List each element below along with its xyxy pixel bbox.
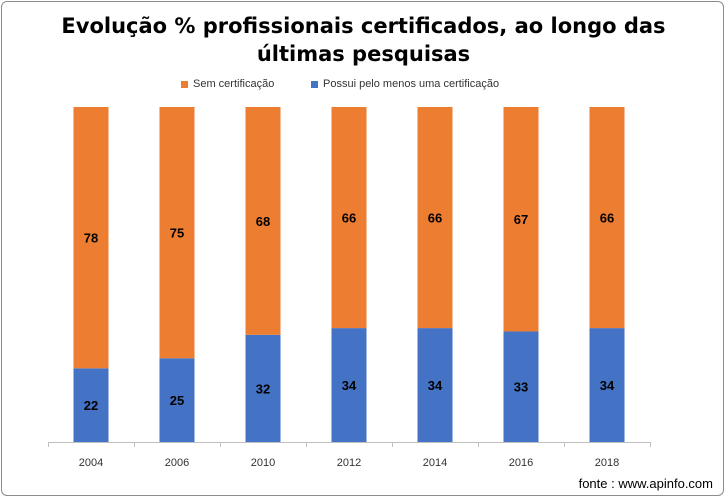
- data-label-sem-certificacao-2014: 66: [428, 211, 442, 226]
- data-label-possui-pelo-menos-uma-certificacao-2018: 34: [600, 378, 615, 393]
- data-label-sem-certificacao-2016: 67: [514, 212, 528, 227]
- bar-sem-certificacao-2004: [73, 107, 109, 369]
- bar-possui-pelo-menos-uma-certificacao-2006: [159, 358, 195, 442]
- legend-swatch-blue: [311, 80, 318, 88]
- x-tick-label-2010: 2010: [251, 457, 275, 469]
- data-label-possui-pelo-menos-uma-certificacao-2014: 34: [428, 378, 443, 393]
- data-label-sem-certificacao-2018: 66: [600, 211, 614, 226]
- legend: Sem certificação Possui pelo menos uma c…: [0, 78, 727, 94]
- bar-possui-pelo-menos-uma-certificacao-2018: [589, 328, 625, 442]
- bar-sem-certificacao-2018: [589, 107, 625, 329]
- legend-label-possui-certificacao: Possui pelo menos uma certificação: [323, 78, 500, 90]
- x-tick-label-2014: 2014: [423, 457, 447, 469]
- data-label-sem-certificacao-2004: 78: [84, 231, 98, 246]
- bar-sem-certificacao-2006: [159, 107, 195, 359]
- bar-sem-certificacao-2014: [417, 107, 453, 329]
- data-label-possui-pelo-menos-uma-certificacao-2004: 22: [84, 398, 98, 413]
- x-tick-label-2006: 2006: [165, 457, 189, 469]
- bar-possui-pelo-menos-uma-certificacao-2012: [331, 328, 367, 442]
- data-label-possui-pelo-menos-uma-certificacao-2016: 33: [514, 380, 528, 395]
- data-label-sem-certificacao-2012: 66: [342, 211, 356, 226]
- bar-sem-certificacao-2010: [245, 107, 281, 335]
- x-tick-label-2004: 2004: [79, 457, 103, 469]
- x-tick-label-2012: 2012: [337, 457, 361, 469]
- data-label-possui-pelo-menos-uma-certificacao-2012: 34: [342, 378, 357, 393]
- source-note: fonte : www.apinfo.com: [578, 476, 713, 491]
- data-label-possui-pelo-menos-uma-certificacao-2006: 25: [170, 393, 184, 408]
- data-label-sem-certificacao-2010: 68: [256, 214, 270, 229]
- x-tick-label-2016: 2016: [509, 457, 533, 469]
- bar-possui-pelo-menos-uma-certificacao-2010: [245, 334, 281, 442]
- data-label-sem-certificacao-2006: 75: [170, 226, 184, 241]
- legend-swatch-orange: [181, 80, 188, 88]
- bar-sem-certificacao-2016: [503, 107, 539, 332]
- x-tick-label-2018: 2018: [595, 457, 619, 469]
- bar-sem-certificacao-2012: [331, 107, 367, 329]
- legend-label-sem-certificacao: Sem certificação: [193, 78, 275, 90]
- bar-possui-pelo-menos-uma-certificacao-2014: [417, 328, 453, 442]
- legend-item-possui-certificacao: Possui pelo menos uma certificação: [311, 78, 499, 90]
- legend-item-sem-certificacao: Sem certificação: [181, 78, 274, 90]
- data-label-possui-pelo-menos-uma-certificacao-2010: 32: [256, 381, 270, 396]
- bar-possui-pelo-menos-uma-certificacao-2004: [73, 368, 109, 442]
- chart-title: Evolução % profissionais certificados, a…: [61, 14, 666, 66]
- bar-possui-pelo-menos-uma-certificacao-2016: [503, 331, 539, 442]
